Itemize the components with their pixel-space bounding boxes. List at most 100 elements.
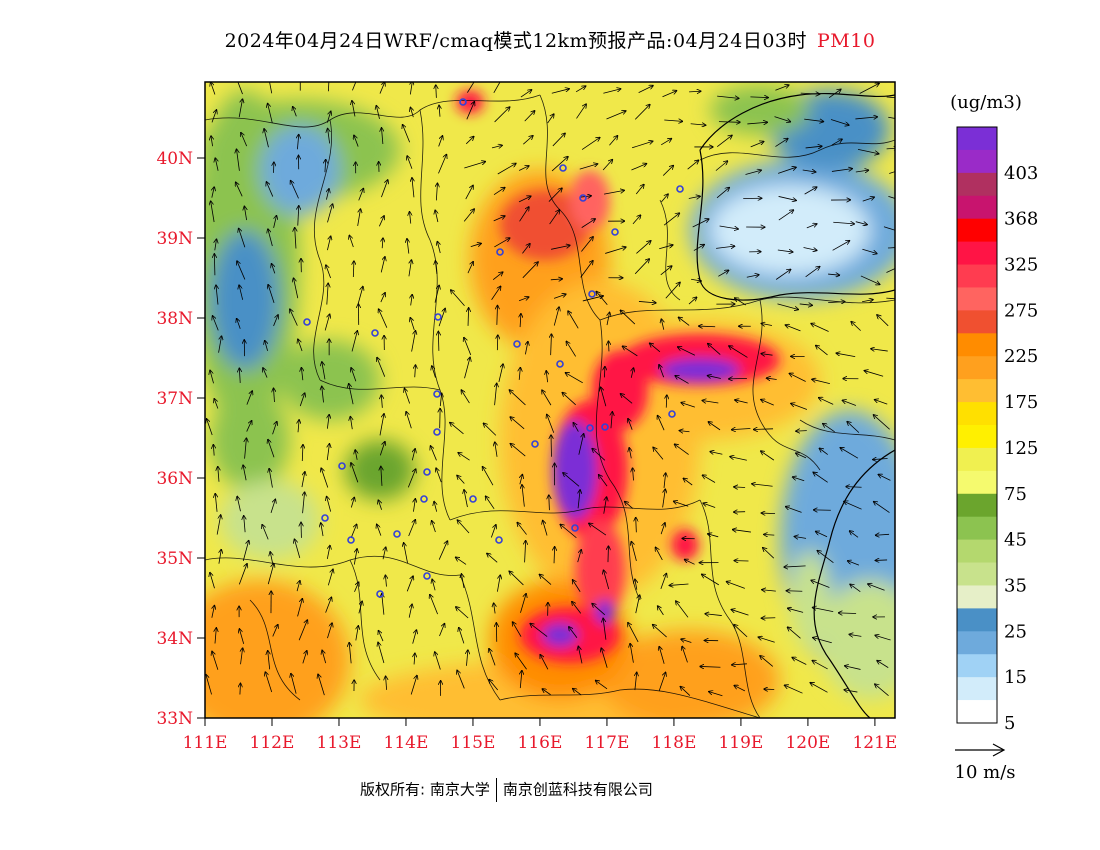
- arrow-icon: [438, 136, 443, 147]
- arrow-icon: [327, 623, 332, 639]
- station-marker-icon: [338, 462, 346, 470]
- arrow-icon: [785, 325, 801, 332]
- legend-swatch: [957, 654, 997, 678]
- arrow-icon: [732, 429, 751, 430]
- arrow-icon: [410, 82, 412, 95]
- arrow-icon: [327, 569, 333, 586]
- legend-label: 125: [1004, 438, 1038, 459]
- lon-tick-label: 120E: [785, 733, 830, 753]
- arrow-icon: [293, 107, 297, 117]
- arrow-icon: [495, 383, 497, 406]
- arrow-icon: [604, 570, 610, 590]
- arrow-icon: [322, 386, 324, 403]
- arrow-icon: [823, 424, 835, 433]
- arrow-icon: [470, 243, 481, 248]
- arrow-icon: [777, 167, 796, 174]
- arrow-icon: [578, 490, 580, 509]
- arrow-icon: [734, 487, 746, 488]
- arrow-icon: [408, 604, 412, 618]
- arrow-icon: [270, 552, 273, 565]
- arrow-icon: [548, 188, 562, 202]
- arrow-icon: [691, 279, 701, 281]
- arrow-icon: [358, 189, 364, 201]
- arrow-icon: [670, 584, 689, 585]
- arrow-icon: [692, 219, 709, 228]
- legend-label: 225: [1004, 346, 1038, 367]
- arrow-icon: [634, 105, 650, 120]
- legend-label: 325: [1004, 255, 1038, 276]
- arrow-icon: [266, 182, 274, 197]
- station-marker-icon: [433, 390, 441, 398]
- arrow-icon: [675, 376, 689, 384]
- arrow-icon: [690, 124, 706, 125]
- arrow-icon: [875, 635, 891, 641]
- arrow-icon: [599, 475, 608, 487]
- arrow-icon: [517, 523, 527, 535]
- coastline: [696, 92, 895, 718]
- arrow-icon: [625, 502, 634, 509]
- arrow-icon: [298, 339, 303, 352]
- arrow-icon: [750, 141, 764, 148]
- station-marker-icon: [469, 495, 477, 503]
- arrow-icon: [578, 434, 584, 455]
- arrow-icon: [582, 296, 603, 302]
- arrow-icon: [263, 368, 268, 378]
- arrow-icon: [888, 195, 895, 199]
- station-marker-icon: [579, 194, 587, 202]
- arrow-icon: [467, 82, 475, 93]
- arrow-icon: [540, 655, 549, 670]
- arrow-icon: [351, 497, 354, 508]
- station-marker-icon: [423, 572, 431, 580]
- arrow-icon: [735, 298, 747, 306]
- arrow-icon: [243, 465, 247, 481]
- arrow-icon: [887, 247, 895, 249]
- arrow-icon: [211, 110, 216, 123]
- legend-swatch: [957, 356, 997, 380]
- arrow-icon: [355, 450, 357, 460]
- arrow-icon: [438, 541, 447, 560]
- lat-tick-label: 36N: [156, 469, 193, 489]
- wind-vector-field: [206, 82, 895, 697]
- lat-tick-label: 40N: [156, 149, 193, 169]
- arrow-icon: [495, 442, 497, 457]
- arrow-icon: [494, 238, 509, 248]
- arrow-icon: [211, 201, 215, 223]
- arrow-icon: [294, 278, 299, 299]
- arrow-icon: [457, 475, 465, 484]
- lon-tick-label: 116E: [518, 733, 563, 753]
- arrow-icon: [272, 264, 276, 274]
- arrow-icon: [486, 496, 495, 510]
- arrow-icon: [817, 551, 834, 563]
- arrow-icon: [794, 536, 807, 538]
- arrow-icon: [732, 664, 747, 665]
- arrow-icon: [412, 178, 414, 198]
- arrow-icon: [804, 187, 817, 195]
- arrow-icon: [850, 531, 859, 538]
- arrow-icon: [689, 91, 701, 92]
- arrow-icon: [406, 412, 412, 429]
- arrow-icon: [596, 292, 608, 306]
- arrow-icon: [831, 139, 842, 146]
- arrow-icon: [547, 114, 554, 124]
- arrow-icon: [609, 136, 617, 146]
- arrow-icon: [461, 390, 470, 404]
- arrow-icon: [877, 315, 889, 327]
- arrow-icon: [301, 368, 302, 381]
- arrow-icon: [763, 548, 775, 559]
- arrow-icon: [836, 353, 856, 358]
- legend-label: 275: [1004, 300, 1038, 321]
- arrow-icon: [628, 419, 633, 430]
- arrow-icon: [408, 520, 416, 537]
- arrow-icon: [580, 261, 593, 278]
- arrow-icon: [729, 346, 748, 358]
- arrow-icon: [457, 670, 465, 689]
- arrow-icon: [581, 219, 595, 228]
- arrow-icon: [708, 534, 719, 537]
- arrow-icon: [414, 653, 415, 665]
- arrow-icon: [862, 248, 876, 253]
- arrow-icon: [302, 651, 307, 664]
- arrow-icon: [410, 212, 411, 224]
- arrow-icon: [465, 137, 473, 145]
- arrow-icon: [494, 107, 510, 123]
- arrow-icon: [246, 421, 252, 432]
